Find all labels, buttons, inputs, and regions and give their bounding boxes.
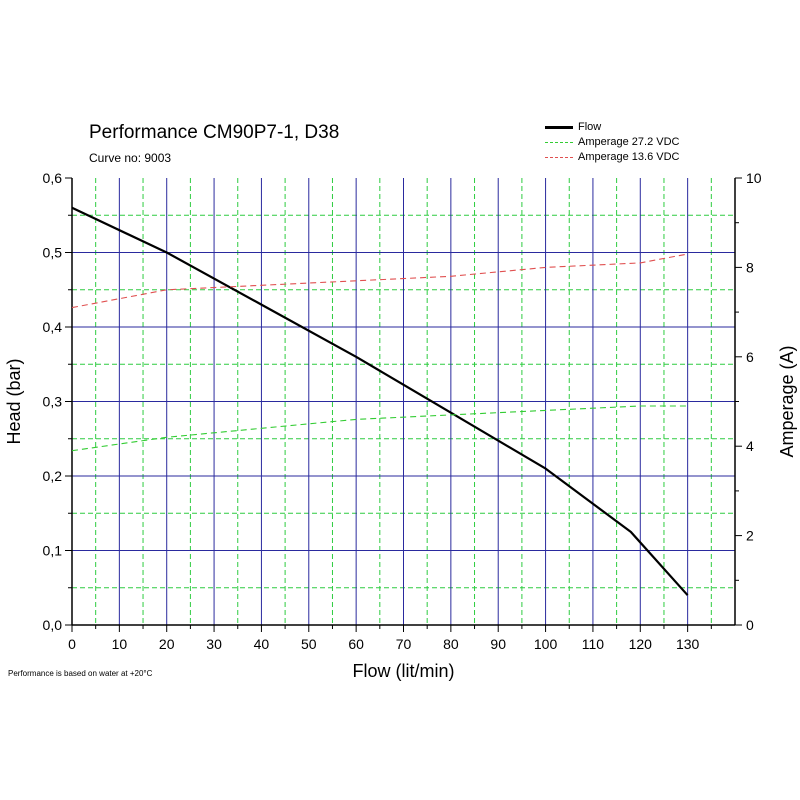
x-axis-title: Flow (lit/min) [353, 661, 455, 681]
axes [65, 177, 742, 632]
y2-axis-title: Amperage (A) [777, 345, 797, 457]
legend-swatch-flow [545, 126, 573, 129]
x-tick-label: 110 [582, 636, 605, 652]
y2-tick-label: 4 [746, 438, 754, 454]
grid [72, 178, 735, 625]
x-tick-label: 80 [443, 636, 459, 652]
y-tick-label: 0,3 [43, 394, 63, 410]
x-tick-label: 40 [254, 636, 270, 652]
y-tick-label: 0,6 [43, 170, 63, 186]
y2-tick-label: 6 [746, 349, 754, 365]
legend: Flow Amperage 27.2 VDC Amperage 13.6 VDC [545, 120, 725, 165]
y-tick-label: 0,1 [43, 543, 63, 559]
x-tick-label: 100 [534, 636, 558, 652]
y-tick-label: 0,0 [43, 617, 63, 633]
y2-tick-label: 8 [746, 259, 754, 275]
x-tick-label: 30 [206, 636, 222, 652]
x-tick-label: 120 [629, 636, 653, 652]
legend-swatch-amperage-13 [545, 157, 573, 158]
y-tick-label: 0,2 [43, 468, 63, 484]
legend-label-amperage-27: Amperage 27.2 VDC [578, 136, 680, 148]
x-tick-label: 130 [676, 636, 700, 652]
legend-swatch-amperage-27 [545, 142, 573, 143]
chart-subtitle: Curve no: 9003 [89, 151, 172, 165]
x-tick-label: 20 [159, 636, 175, 652]
legend-item-amperage-13: Amperage 13.6 VDC [545, 150, 725, 165]
y-axis-title: Head (bar) [4, 358, 24, 444]
chart-title: Performance CM90P7-1, D38 [89, 122, 340, 143]
legend-label-amperage-13: Amperage 13.6 VDC [578, 151, 680, 163]
y2-tick-label: 2 [746, 528, 754, 544]
x-tick-label: 10 [112, 636, 128, 652]
x-tick-label: 0 [68, 636, 76, 652]
series [71, 206, 689, 596]
x-tick-label: 50 [301, 636, 317, 652]
legend-item-amperage-27: Amperage 27.2 VDC [545, 135, 725, 150]
y2-tick-label: 0 [746, 617, 754, 633]
x-tick-label: 60 [348, 636, 364, 652]
y-tick-label: 0,4 [43, 319, 63, 335]
legend-item-flow: Flow [545, 120, 725, 135]
x-tick-label: 70 [396, 636, 412, 652]
series-line-amperage-13-6-vdc [71, 253, 688, 309]
x-tick-label: 90 [490, 636, 506, 652]
y-tick-label: 0,5 [43, 245, 63, 261]
tick-labels: 0 10 20 30 40 50 60 70 80 90 100 110 120 1300,00,10,2… [43, 170, 762, 652]
series-line-amperage-27-2-vdc [71, 405, 688, 452]
chart-footnote: Performance is based on water at +20°C [8, 669, 153, 678]
series-line-flow [71, 206, 689, 596]
legend-label-flow: Flow [578, 121, 602, 133]
y2-tick-label: 10 [746, 170, 762, 186]
